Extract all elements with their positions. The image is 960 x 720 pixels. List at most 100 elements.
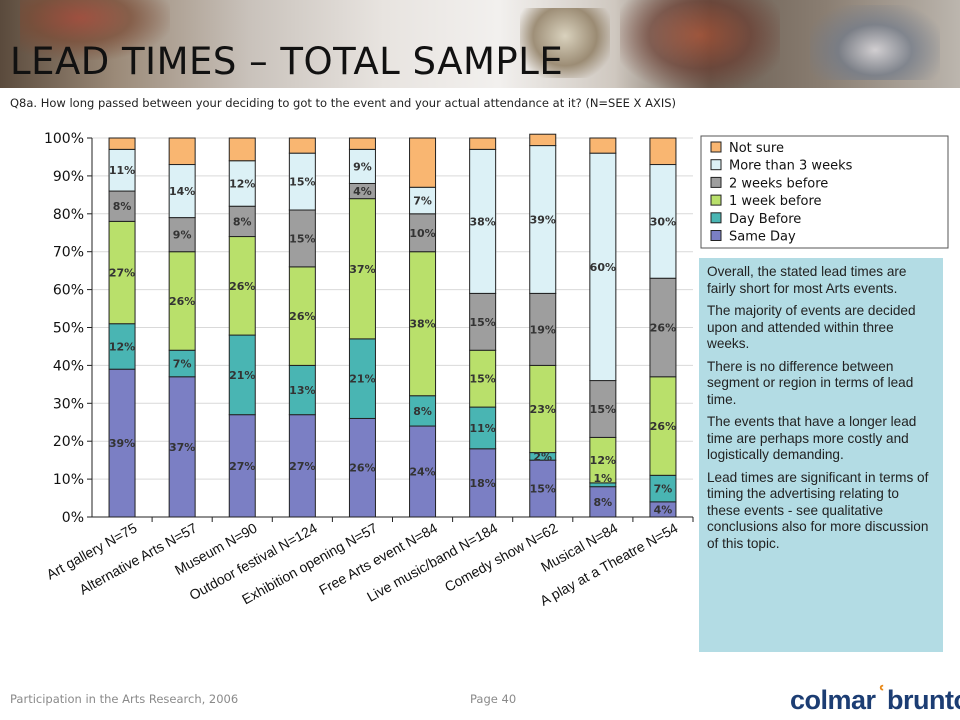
banner-photo-stage bbox=[620, 0, 780, 88]
header-banner-image bbox=[0, 0, 960, 88]
bar-segment bbox=[469, 349, 497, 408]
legend-swatch bbox=[710, 141, 722, 153]
bar-segment bbox=[649, 474, 677, 503]
bar-segment bbox=[589, 137, 617, 154]
legend-box bbox=[700, 135, 949, 249]
bar-data-label: 18% bbox=[469, 477, 495, 490]
y-tick-label: 100% bbox=[44, 131, 84, 147]
commentary-paragraph: Overall, the stated lead times are fairl… bbox=[707, 264, 907, 296]
bar-segment bbox=[108, 148, 136, 192]
bar-segment bbox=[348, 417, 376, 518]
bar-data-label: 27% bbox=[229, 460, 255, 473]
bar-data-label: 4% bbox=[654, 503, 673, 516]
bar-data-label: 4% bbox=[353, 185, 372, 198]
bar-data-label: 7% bbox=[173, 358, 192, 371]
bar-segment bbox=[469, 137, 497, 150]
bar-data-label: 24% bbox=[409, 466, 435, 479]
bar-segment bbox=[469, 292, 497, 351]
banner-photo-left bbox=[20, 0, 170, 60]
bar-segment bbox=[288, 137, 316, 154]
bar-data-label: 15% bbox=[289, 176, 315, 189]
bar-data-label: 11% bbox=[109, 164, 135, 177]
bar-segment bbox=[649, 137, 677, 166]
bar-segment bbox=[288, 152, 316, 211]
stacked-bar-chart: 39% 12% 27% 8% 11% 37% 7% 26% 9% 14% 27% 21% 26% 8% 12… bbox=[44, 131, 949, 609]
bar-segment bbox=[469, 148, 497, 294]
bar-data-label: 8% bbox=[594, 496, 613, 509]
bar-data-label: 15% bbox=[530, 483, 556, 496]
bar-data-label: 37% bbox=[349, 263, 375, 276]
y-tick-label: 60% bbox=[53, 283, 84, 299]
bar-segment bbox=[409, 395, 437, 427]
question-subtitle: Q8a. How long passed between your decidi… bbox=[10, 96, 677, 110]
page-title: LEAD TIMES – TOTAL SAMPLE bbox=[10, 40, 564, 83]
bar-segment bbox=[348, 198, 376, 340]
bar-data-label: 23% bbox=[530, 403, 556, 416]
y-tick-label: 20% bbox=[53, 434, 84, 450]
bar-data-label: 12% bbox=[590, 454, 616, 467]
x-category-label: Comedy show N=62 bbox=[442, 520, 561, 595]
logo-text-brunton: brunton bbox=[887, 685, 960, 715]
legend-swatch bbox=[710, 176, 722, 188]
bar-segment bbox=[348, 148, 376, 184]
bar-segment bbox=[288, 414, 316, 518]
bar-data-label: 10% bbox=[409, 227, 435, 240]
bar-segment bbox=[168, 376, 196, 518]
footer-source: Participation in the Arts Research, 2006 bbox=[10, 692, 239, 706]
bar-data-label: 13% bbox=[289, 384, 315, 397]
bar-segment bbox=[589, 152, 617, 382]
bar-data-label: 2% bbox=[533, 450, 552, 463]
chart-data-labels: 39% 12% 27% 8% 11% 37% 7% 26% 9% 14% 27% 21% 26% 8% 12… bbox=[109, 160, 676, 516]
bar-data-label: 1% bbox=[594, 472, 613, 485]
chart-legend: Not sure More than 3 weeks 2 weeks before 1… bbox=[700, 135, 949, 249]
bar-data-label: 15% bbox=[469, 373, 495, 386]
bar-segment bbox=[348, 137, 376, 150]
bar-segment bbox=[108, 323, 136, 370]
page-number: Page 40 bbox=[470, 692, 517, 706]
y-tick-label: 30% bbox=[53, 396, 84, 412]
y-tick-label: 50% bbox=[53, 321, 84, 337]
legend-label: Day Before bbox=[729, 212, 801, 227]
bar-segment bbox=[409, 251, 437, 397]
bar-data-label: 26% bbox=[289, 310, 315, 323]
bar-data-label: 12% bbox=[229, 177, 255, 190]
bar-data-label: 7% bbox=[654, 483, 673, 496]
bar-segment bbox=[529, 364, 557, 454]
legend-label: More than 3 weeks bbox=[729, 159, 853, 174]
commentary-paragraph: Lead times are significant in terms of t… bbox=[707, 469, 929, 551]
bar-segment bbox=[409, 186, 437, 215]
logo-mark: ʿ bbox=[876, 681, 887, 714]
bar-segment bbox=[168, 164, 196, 219]
bar-segment bbox=[529, 133, 557, 147]
y-tick-label: 0% bbox=[62, 510, 84, 526]
commentary-paragraph: The events that have a longer lead time … bbox=[707, 414, 917, 462]
bar-segment bbox=[288, 266, 316, 366]
bar-data-label: 39% bbox=[109, 437, 135, 450]
bar-segment bbox=[168, 217, 196, 253]
commentary-paragraph: The majority of events are decided upon … bbox=[707, 303, 916, 351]
bar-segment bbox=[108, 190, 136, 222]
bar-segment bbox=[409, 137, 437, 188]
y-tick-label: 80% bbox=[53, 207, 84, 223]
bar-data-label: 8% bbox=[233, 215, 252, 228]
commentary-paragraph: There is no difference between segment o… bbox=[707, 358, 914, 407]
bar-data-label: 19% bbox=[530, 323, 556, 336]
bar-data-label: 39% bbox=[530, 213, 556, 226]
bar-data-label: 38% bbox=[469, 215, 495, 228]
bar-segment bbox=[108, 220, 136, 325]
bar-data-label: 9% bbox=[173, 229, 192, 242]
banner-photo-right bbox=[810, 5, 940, 80]
bar-data-label: 15% bbox=[590, 403, 616, 416]
bar-segment bbox=[168, 137, 196, 166]
bar-data-label: 7% bbox=[413, 195, 432, 208]
bar-data-label: 37% bbox=[169, 441, 195, 454]
bar-data-label: 15% bbox=[289, 232, 315, 245]
bar-data-label: 26% bbox=[229, 280, 255, 293]
legend-swatch bbox=[710, 194, 722, 206]
bar-segment bbox=[108, 137, 136, 150]
bar-data-label: 21% bbox=[349, 373, 375, 386]
legend-label: 2 weeks before bbox=[729, 176, 828, 191]
bar-segment bbox=[409, 213, 437, 253]
bar-data-label: 26% bbox=[650, 322, 676, 335]
legend-swatch bbox=[710, 159, 722, 171]
